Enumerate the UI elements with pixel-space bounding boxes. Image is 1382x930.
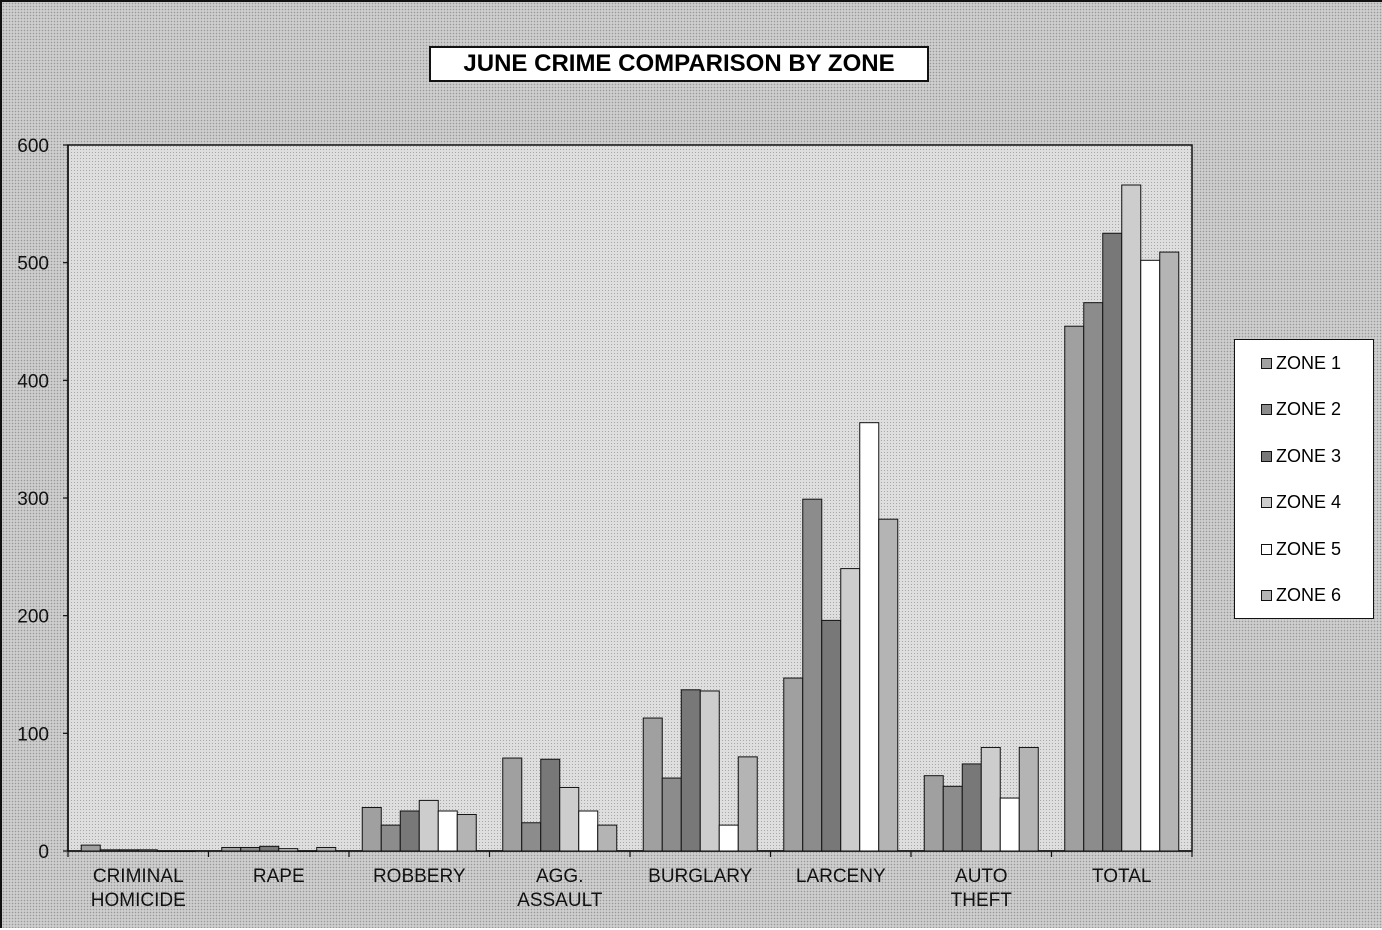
legend-label: ZONE 5 [1276,538,1342,559]
bar [278,848,299,852]
bar [118,849,139,852]
bar [737,756,758,852]
legend-swatch [1261,357,1272,369]
bar [502,757,523,852]
bar [783,677,804,852]
bar [961,763,982,852]
legend-swatch [1261,497,1272,508]
bar [456,814,477,852]
legend-label: ZONE 3 [1276,445,1342,466]
bar [1018,746,1039,852]
bar [297,850,318,852]
x-tick-label: BURGLARY [648,866,753,887]
bar [597,824,618,852]
legend-item: ZONE 1 [1261,352,1341,374]
bar [221,846,242,852]
legend-label: ZONE 2 [1276,399,1342,419]
bar [175,850,196,852]
bar [1083,302,1104,852]
bar [1140,259,1161,852]
x-tick-label: ASSAULT [517,890,603,911]
legend-label: ZONE 6 [1276,585,1342,605]
plot-area [67,144,1193,852]
bar [437,810,458,852]
bar [578,810,599,852]
bar [923,775,944,852]
y-tick-label: 600 [17,136,49,157]
y-tick-label: 500 [17,254,49,275]
bar [699,690,720,852]
bar [802,498,823,852]
bar [840,568,861,852]
y-tick-label: 400 [17,371,49,392]
bar [718,824,739,852]
bar [316,846,337,852]
legend-swatch [1261,404,1272,415]
bar [156,850,177,852]
legend-item: ZONE 3 [1261,445,1341,467]
x-tick-label: AGG. [536,866,584,887]
y-tick-label: 300 [17,489,49,510]
x-tick-label: AUTO [955,866,1007,887]
bar [380,824,401,852]
bar [259,845,280,852]
bar [1102,232,1123,852]
chart-title: JUNE CRIME COMPARISON BY ZONE [429,46,929,82]
legend-label: ZONE 1 [1276,352,1342,373]
y-tick-label: 100 [17,724,49,745]
bar [137,849,158,852]
bar [680,689,701,852]
legend-item: ZONE 6 [1261,585,1341,607]
legend-swatch [1261,590,1272,601]
legend-swatch [1261,543,1272,555]
bar [1121,184,1142,852]
x-tick-label: RAPE [253,866,305,887]
x-tick-label: CRIMINAL [93,866,184,887]
legend-item: ZONE 4 [1261,492,1341,514]
legend-item: ZONE 2 [1261,399,1341,421]
y-tick-label: 0 [38,842,49,863]
x-tick-label: THEFT [951,890,1013,911]
bar [99,849,120,852]
bar [878,518,899,852]
bar [942,785,963,852]
x-tick-label: LARCENY [796,866,886,887]
bar [642,717,663,852]
x-tick-label: ROBBERY [373,866,466,887]
x-tick-label: TOTAL [1092,866,1151,887]
bar [1064,325,1085,852]
bar [980,746,1001,852]
bar [418,799,439,852]
legend-label: ZONE 4 [1276,492,1342,512]
legend-swatch [1261,450,1272,462]
bar [999,797,1020,852]
x-tick-label: HOMICIDE [91,890,186,911]
bar [361,806,382,852]
bar [859,422,880,852]
legend-item: ZONE 5 [1261,538,1341,560]
legend: ZONE 1 ZONE 2 ZONE 3 ZONE 4 ZONE 5 ZONE 6 [1234,339,1374,619]
bar [661,777,682,852]
bar [521,822,542,852]
bar [540,758,561,852]
bar [821,619,842,852]
y-tick-label: 200 [17,607,49,628]
bar [80,844,101,852]
bar [559,786,580,852]
bar [399,810,420,852]
bar [240,846,261,852]
bar [1159,251,1180,852]
